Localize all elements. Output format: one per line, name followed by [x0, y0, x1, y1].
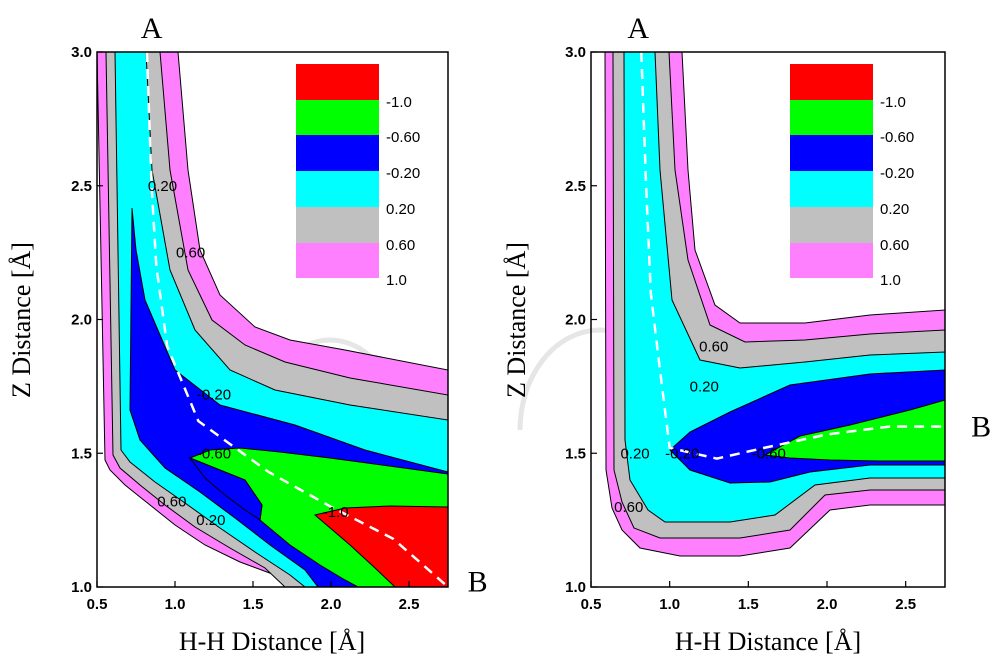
left-reaction-path [145, 51, 449, 588]
left-x-tick-label: 2.0 [321, 596, 342, 613]
left-legend-label: 1.0 [386, 272, 407, 289]
right-x-tick-label: 2.5 [895, 596, 916, 613]
left-contour-fills [96, 51, 449, 588]
left-legend-label: -1.0 [386, 94, 412, 111]
left-y-tick-label: 1.0 [71, 579, 92, 596]
left-contour-label: 0.60 [157, 493, 186, 510]
right-contour-label: 0.60 [699, 338, 728, 355]
left-legend-label: 0.20 [386, 201, 415, 218]
right-ticks: 0.5 1.0 1.5 2.0 2.51.01.52.02.53.0 [565, 44, 916, 613]
left-contour-labels: 0.20 0.60 -0.20 -0.60 -1.0 0.60 0.20 [148, 178, 349, 529]
left-legend-label: -0.60 [386, 129, 420, 146]
right-y-tick-label: 3.0 [565, 44, 586, 61]
left-legend-swatch-green [296, 100, 379, 135]
left-y-axis-title: Z Distance [Å] [7, 242, 36, 398]
right-legend-swatch-blue [790, 135, 873, 171]
left-ticks: 0.5 1.0 1.5 2.0 2.51.01.52.02.53.0 [71, 44, 419, 613]
left-legend-swatch-red [296, 64, 379, 100]
right-contour-fills [604, 51, 946, 557]
left-legend-swatch-gray [296, 207, 379, 243]
left-point-label-a: A [141, 12, 163, 45]
right-contour-label: -0.60 [752, 445, 786, 462]
right-legend: -1.0 -0.60 -0.20 0.20 0.60 1.0 [790, 64, 914, 289]
right-contour-label: 0.60 [614, 499, 643, 516]
left-y-tick-label: 3.0 [71, 44, 92, 61]
right-legend-label: -1.0 [880, 94, 906, 111]
right-y-tick-label: 1.0 [565, 579, 586, 596]
left-x-axis-title: H-H Distance [Å] [179, 627, 365, 656]
right-point-label-a: A [627, 12, 649, 45]
left-x-tick-label: 2.5 [399, 596, 420, 613]
right-point-label-b: B [971, 411, 991, 444]
right-y-tick-label: 2.5 [565, 178, 586, 195]
left-point-labels: AB [141, 12, 488, 599]
left-contour-label: 0.20 [148, 178, 177, 195]
right-legend-swatch-gray [790, 207, 873, 243]
right-reaction-path [640, 51, 945, 460]
right-contour-label: 0.20 [620, 445, 649, 462]
left-legend-swatch-blue [296, 135, 379, 171]
left-y-tick-label: 2.5 [71, 178, 92, 195]
left-legend: -1.0 -0.60 -0.20 0.20 0.60 1.0 [296, 64, 420, 289]
left-region-blue-lower [188, 456, 263, 521]
left-contour-label: -1.0 [323, 504, 349, 521]
right-contour-plot: -1.0 -0.60 -0.20 0.20 0.60 1.0 H-H Dista… [502, 12, 991, 656]
left-y-tick-label: 2.0 [71, 312, 92, 329]
right-legend-label: -0.20 [880, 165, 914, 182]
right-y-tick-label: 1.5 [565, 445, 586, 462]
right-contour-labels: 0.60 0.20 0.20 -0.20 -0.60 0.60 [614, 338, 786, 516]
right-legend-label: 0.20 [880, 201, 909, 218]
right-legend-label: -0.60 [880, 129, 914, 146]
right-legend-swatch-pink [790, 243, 873, 278]
left-contour-label: -0.60 [197, 445, 231, 462]
left-point-label-b: B [468, 566, 488, 599]
left-x-tick-label: 1.5 [243, 596, 264, 613]
right-legend-swatch-red [790, 64, 873, 100]
left-legend-swatch-pink [296, 243, 379, 278]
left-x-tick-label: 0.5 [87, 596, 108, 613]
left-y-tick-label: 1.5 [71, 445, 92, 462]
left-legend-swatch-cyan [296, 171, 379, 207]
right-point-labels: AB [627, 12, 991, 444]
right-contour-label: 0.20 [690, 378, 719, 395]
right-x-tick-label: 0.5 [581, 596, 602, 613]
right-contour-label: -0.20 [665, 445, 699, 462]
right-x-axis-title: H-H Distance [Å] [675, 627, 861, 656]
right-legend-swatch-cyan [790, 171, 873, 207]
left-legend-label: 0.60 [386, 237, 415, 254]
right-x-tick-label: 1.5 [738, 596, 759, 613]
right-y-tick-label: 2.0 [565, 312, 586, 329]
left-legend-label: -0.20 [386, 165, 420, 182]
left-contour-label: 0.60 [176, 245, 205, 262]
right-x-tick-label: 1.0 [659, 596, 680, 613]
right-legend-label: 1.0 [880, 272, 901, 289]
left-x-tick-label: 1.0 [165, 596, 186, 613]
left-contour-label: 0.20 [196, 512, 225, 529]
left-contour-label: -0.20 [197, 386, 231, 403]
right-y-axis-title: Z Distance [Å] [502, 242, 531, 398]
right-x-tick-label: 2.0 [817, 596, 838, 613]
right-legend-label: 0.60 [880, 237, 909, 254]
right-legend-swatch-green [790, 100, 873, 135]
left-contour-plot: -1.0 -0.60 -0.20 0.20 0.60 1.0 H-H Dista… [7, 12, 488, 656]
